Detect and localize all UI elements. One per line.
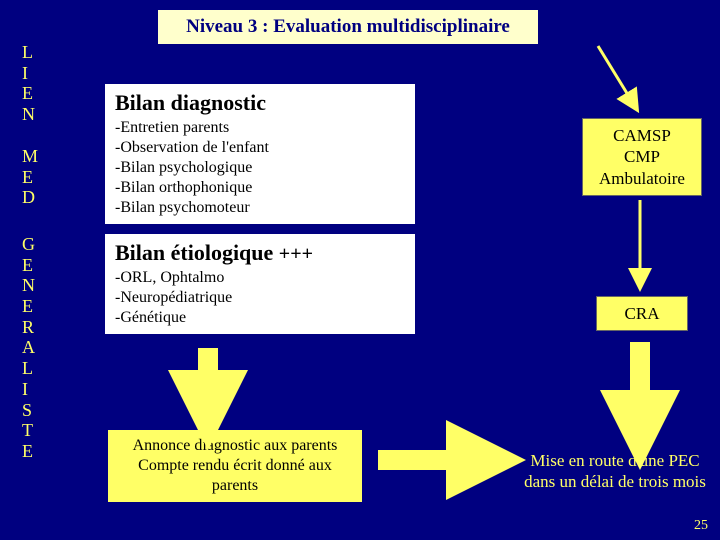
announce-line: Compte rendu écrit donné aux bbox=[118, 456, 352, 476]
cra-line: CRA bbox=[605, 303, 679, 324]
pec-line: Mise en route d'une PEC bbox=[505, 450, 720, 471]
bilan-diag-item: -Bilan orthophonique bbox=[115, 178, 405, 198]
camsp-line: CAMSP bbox=[591, 125, 693, 146]
sidebar-word-generaliste: GENERALISTE bbox=[22, 234, 35, 462]
announce-line: parents bbox=[118, 476, 352, 496]
bilan-diag-item: -Bilan psychomoteur bbox=[115, 198, 405, 218]
bilan-etio-item: -Neuropédiatrique bbox=[115, 288, 405, 308]
pec-line: dans un délai de trois mois bbox=[505, 471, 720, 492]
bilan-diagnostic-box: Bilan diagnostic -Entretien parents -Obs… bbox=[105, 84, 415, 224]
cra-box: CRA bbox=[596, 296, 688, 331]
title-text: Niveau 3 : Evaluation multidisciplinaire bbox=[186, 16, 510, 37]
camsp-line: CMP bbox=[591, 146, 693, 167]
sidebar-word-med: MED bbox=[22, 146, 38, 208]
page-number: 25 bbox=[694, 518, 708, 534]
bilan-diag-item: -Bilan psychologique bbox=[115, 158, 405, 178]
bilan-etio-heading-text: Bilan étiologique bbox=[115, 240, 273, 265]
bilan-etio-item: -Génétique bbox=[115, 308, 405, 328]
title-box: Niveau 3 : Evaluation multidisciplinaire bbox=[158, 10, 538, 44]
pec-text: Mise en route d'une PEC dans un délai de… bbox=[505, 450, 720, 493]
bilan-etio-heading: Bilan étiologique +++ bbox=[115, 240, 405, 266]
camsp-box: CAMSP CMP Ambulatoire bbox=[582, 118, 702, 196]
bilan-etio-plus: +++ bbox=[279, 243, 313, 265]
bilan-diag-item: -Observation de l'enfant bbox=[115, 138, 405, 158]
announce-line: Annonce diagnostic aux parents bbox=[118, 436, 352, 456]
bilan-diag-item: -Entretien parents bbox=[115, 118, 405, 138]
bilan-etiologique-box: Bilan étiologique +++ -ORL, Ophtalmo -Ne… bbox=[105, 234, 415, 334]
bilan-etio-item: -ORL, Ophtalmo bbox=[115, 268, 405, 288]
bilan-diag-heading: Bilan diagnostic bbox=[115, 90, 405, 116]
camsp-line: Ambulatoire bbox=[591, 168, 693, 189]
sidebar-word-lien: LIEN bbox=[22, 42, 35, 125]
arrow-title-to-camsp bbox=[598, 46, 636, 108]
announce-box: Annonce diagnostic aux parents Compte re… bbox=[108, 430, 362, 502]
